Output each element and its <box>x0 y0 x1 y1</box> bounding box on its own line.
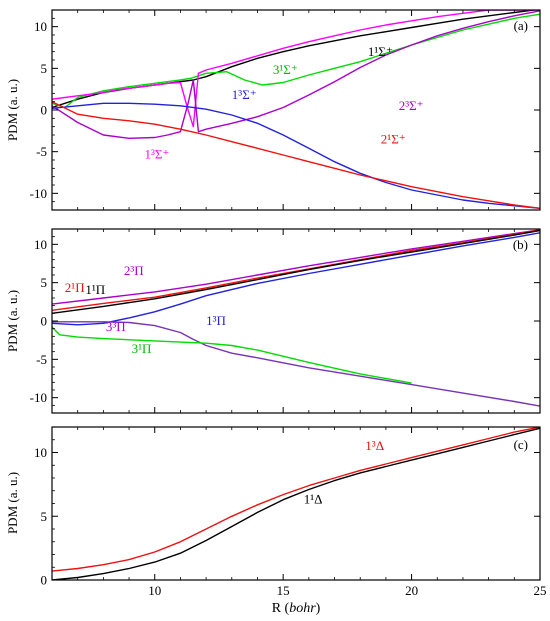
panel-a-series-3-line <box>52 10 540 139</box>
panel-c-label: (c) <box>514 437 528 452</box>
panel-a-frame <box>51 9 541 211</box>
panel-a-curve-label-0: 1¹Σ⁺ <box>368 44 393 59</box>
panel-c-frame <box>51 426 541 581</box>
panel-a-series-4-line <box>52 102 540 209</box>
panel-b-curve-label-4: 3³Π <box>106 319 126 334</box>
panel-b-series-0-line <box>52 229 540 305</box>
panel-c-series-0-line <box>52 427 540 572</box>
panel-a-ytick-label: -10 <box>30 186 47 201</box>
panel-a-series-5-line <box>52 101 540 209</box>
panel-c-curve-label-0: 1³Δ <box>365 438 384 453</box>
panel-b-curve-label-1: 2¹Π <box>65 280 85 295</box>
panel-c: 1³Δ 1¹Δ 0 5 10 10 15 20 25 (c) PDM (a. u.) <box>5 426 547 598</box>
panel-c-ytick-label: 10 <box>34 445 47 460</box>
panel-b-curve-label-3: 1³Π <box>206 313 226 328</box>
panel-a-series-1-line <box>52 13 540 109</box>
panel-c-ylabel: PDM (a. u.) <box>5 472 20 534</box>
x-axis-label-suffix: ) <box>316 601 321 616</box>
panel-c-ytick-label: 5 <box>41 509 48 524</box>
panel-a-label: (a) <box>514 18 528 33</box>
panel-c-xtick-label: 10 <box>148 583 161 598</box>
panel-b-series-4-line <box>52 321 540 407</box>
panel-b-ytick-label: -5 <box>36 352 47 367</box>
panel-b-series-2-line <box>52 229 540 314</box>
panel-b-curve-label-2: 1¹Π <box>85 282 105 297</box>
panel-a-ytick-label: -5 <box>36 144 47 159</box>
panel-a-curve-label-4: 2¹Σ⁺ <box>381 131 406 146</box>
panel-a-curve-label-5: 1³Σ⁺ <box>145 146 170 161</box>
panel-a-curve-label-1: 3¹Σ⁺ <box>273 62 298 77</box>
panel-b-ytick-label: -10 <box>30 390 47 405</box>
panel-b: 2³Π 2¹Π 1¹Π 1³Π 3³Π 3¹Π -10 -5 0 5 10 (b) PDM (a.… <box>5 228 541 414</box>
panel-a-curve-label-2: 1³Σ⁺ <box>232 87 257 102</box>
panel-b-series-3-line <box>52 232 540 326</box>
x-axis-label-unit: bohr <box>289 601 316 616</box>
panel-a-series-0-line <box>52 10 540 109</box>
panel-a-ytick-label: 10 <box>34 19 47 34</box>
panel-a-curve-label-3: 2³Σ⁺ <box>399 98 424 113</box>
panel-c-curve-label-1: 1¹Δ <box>304 492 323 507</box>
panel-b-label: (b) <box>513 237 528 252</box>
panel-b-curve-label-5: 3¹Π <box>132 341 152 356</box>
panel-a-ylabel: PDM (a. u.) <box>5 79 20 141</box>
panel-b-ytick-label: 5 <box>41 275 48 290</box>
x-axis-label-prefix: R ( <box>272 601 290 616</box>
x-axis-label: R (bohr) <box>272 601 321 616</box>
panel-c-xtick-label: 15 <box>277 583 290 598</box>
panel-b-ytick-label: 0 <box>41 314 48 329</box>
panel-c-ytick-label: 0 <box>41 573 48 588</box>
panel-b-curve-label-0: 2³Π <box>124 263 144 278</box>
panel-b-series-5-line <box>52 326 412 384</box>
panel-b-ytick-label: 10 <box>34 237 47 252</box>
panel-a-ytick-label: 5 <box>41 61 48 76</box>
panel-c-xtick-label: 20 <box>405 583 418 598</box>
panel-a-ytick-label: 0 <box>41 103 48 118</box>
panel-c-xtick-label: 25 <box>534 583 547 598</box>
panel-a-series-2-line <box>52 10 540 128</box>
panel-a: 1¹Σ⁺ 3¹Σ⁺ 1³Σ⁺ 2³Σ⁺ 2¹Σ⁺ 1³Σ⁺ -10 -5 0 5 10 (a) P… <box>5 9 541 211</box>
panel-c-series-1-line <box>52 427 540 580</box>
panel-b-ylabel: PDM (a. u.) <box>5 290 20 352</box>
